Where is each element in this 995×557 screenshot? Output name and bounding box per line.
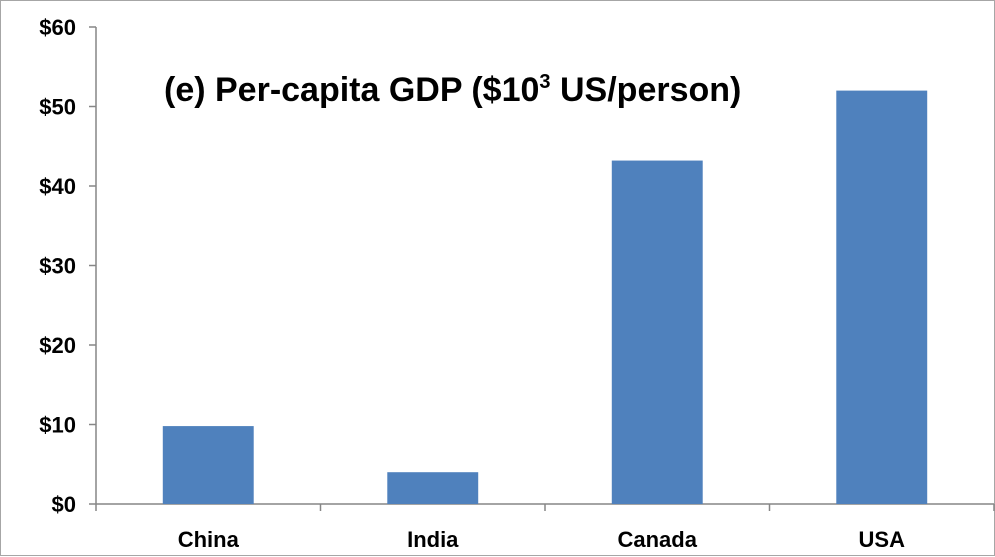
y-tick-label: $20 (39, 333, 76, 358)
bar-india (387, 472, 479, 504)
x-tick-label: Canada (618, 527, 698, 552)
bar-usa (836, 90, 928, 504)
chart-bars (162, 90, 928, 504)
chart-title-suffix: US/person) (551, 71, 742, 109)
chart-title-superscript: 3 (539, 71, 550, 93)
y-tick-label: $10 (39, 413, 76, 438)
y-tick-label: $30 (39, 254, 76, 279)
bar-china (162, 426, 254, 504)
chart-title-main: (e) Per-capita GDP ($10 (164, 71, 539, 109)
x-tick-labels: China India Canada USA (178, 527, 905, 552)
bar-canada (611, 160, 703, 504)
x-tick-label: USA (859, 527, 906, 552)
y-tick-label: $60 (39, 15, 76, 40)
chart-title: (e) Per-capita GDP ($103 US/person) (164, 71, 741, 109)
y-tick-labels: $0 $10 $20 $30 $40 $50 $60 (39, 15, 76, 517)
y-tick-label: $40 (39, 174, 76, 199)
x-tick-label: China (178, 527, 240, 552)
y-tick-label: $0 (52, 492, 76, 517)
y-tick-label: $50 (39, 95, 76, 120)
x-tick-label: India (407, 527, 459, 552)
